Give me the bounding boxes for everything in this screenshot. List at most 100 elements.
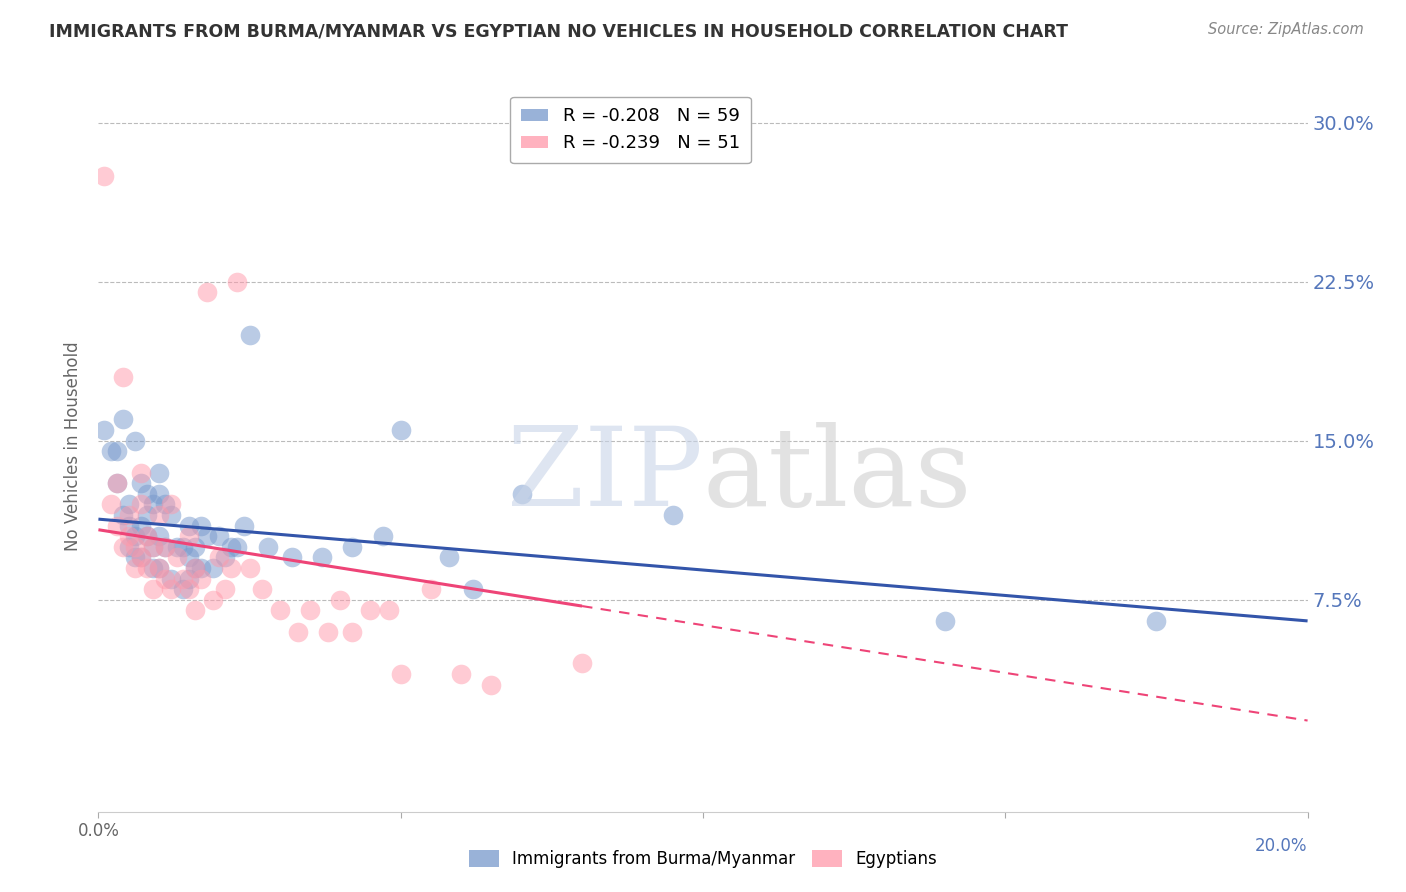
Point — [661, 508, 683, 522]
Point — [316, 624, 339, 639]
Point — [190, 572, 212, 586]
Point — [214, 582, 236, 596]
Point — [166, 550, 188, 565]
Point — [135, 529, 157, 543]
Point — [450, 667, 472, 681]
Point — [148, 486, 170, 500]
Point — [226, 275, 249, 289]
Point — [571, 657, 593, 671]
Point — [105, 444, 128, 458]
Point — [93, 423, 115, 437]
Point — [153, 572, 176, 586]
Point — [124, 434, 146, 448]
Point — [329, 592, 352, 607]
Point — [214, 550, 236, 565]
Point — [510, 486, 533, 500]
Point — [124, 529, 146, 543]
Point — [221, 561, 243, 575]
Point — [148, 508, 170, 522]
Point — [202, 561, 225, 575]
Point — [129, 550, 152, 565]
Point — [481, 677, 503, 691]
Point — [179, 529, 201, 543]
Point — [111, 540, 134, 554]
Point — [342, 540, 364, 554]
Point — [239, 561, 262, 575]
Point — [287, 624, 309, 639]
Point — [148, 466, 170, 480]
Point — [105, 476, 128, 491]
Point — [221, 540, 243, 554]
Point — [153, 497, 176, 511]
Point — [118, 518, 141, 533]
Point — [184, 540, 207, 554]
Point — [195, 529, 218, 543]
Point — [142, 540, 165, 554]
Point — [342, 624, 364, 639]
Point — [179, 550, 201, 565]
Point — [142, 582, 165, 596]
Point — [129, 497, 152, 511]
Point — [179, 518, 201, 533]
Point — [135, 561, 157, 575]
Point — [202, 592, 225, 607]
Point — [129, 518, 152, 533]
Point — [239, 327, 262, 342]
Point — [105, 518, 128, 533]
Point — [111, 370, 134, 384]
Point — [111, 508, 134, 522]
Point — [934, 614, 956, 628]
Point — [172, 582, 194, 596]
Point — [389, 423, 412, 437]
Text: 20.0%: 20.0% — [1256, 837, 1308, 855]
Point — [160, 572, 183, 586]
Point — [160, 497, 183, 511]
Point — [124, 561, 146, 575]
Point — [135, 508, 157, 522]
Point — [142, 561, 165, 575]
Point — [166, 540, 188, 554]
Point — [129, 466, 152, 480]
Point — [142, 540, 165, 554]
Point — [184, 603, 207, 617]
Point — [250, 582, 273, 596]
Point — [172, 540, 194, 554]
Legend: Immigrants from Burma/Myanmar, Egyptians: Immigrants from Burma/Myanmar, Egyptians — [463, 843, 943, 875]
Point — [129, 476, 152, 491]
Point — [135, 529, 157, 543]
Point — [142, 497, 165, 511]
Point — [311, 550, 333, 565]
Point — [437, 550, 460, 565]
Text: ZIP: ZIP — [508, 422, 703, 529]
Point — [269, 603, 291, 617]
Point — [148, 561, 170, 575]
Point — [153, 540, 176, 554]
Point — [118, 497, 141, 511]
Point — [160, 508, 183, 522]
Point — [172, 572, 194, 586]
Point — [360, 603, 382, 617]
Point — [93, 169, 115, 183]
Point — [208, 529, 231, 543]
Legend: R = -0.208   N = 59, R = -0.239   N = 51: R = -0.208 N = 59, R = -0.239 N = 51 — [510, 96, 751, 163]
Point — [299, 603, 322, 617]
Text: atlas: atlas — [703, 422, 973, 529]
Text: Source: ZipAtlas.com: Source: ZipAtlas.com — [1208, 22, 1364, 37]
Point — [160, 582, 183, 596]
Point — [208, 550, 231, 565]
Text: IMMIGRANTS FROM BURMA/MYANMAR VS EGYPTIAN NO VEHICLES IN HOUSEHOLD CORRELATION C: IMMIGRANTS FROM BURMA/MYANMAR VS EGYPTIA… — [49, 22, 1069, 40]
Point — [371, 529, 394, 543]
Point — [129, 550, 152, 565]
Point — [100, 444, 122, 458]
Point — [179, 582, 201, 596]
Point — [105, 476, 128, 491]
Point — [377, 603, 399, 617]
Point — [232, 518, 254, 533]
Point — [420, 582, 443, 596]
Point — [118, 529, 141, 543]
Point — [124, 540, 146, 554]
Point — [195, 285, 218, 300]
Point — [190, 518, 212, 533]
Point — [135, 486, 157, 500]
Point — [111, 412, 134, 426]
